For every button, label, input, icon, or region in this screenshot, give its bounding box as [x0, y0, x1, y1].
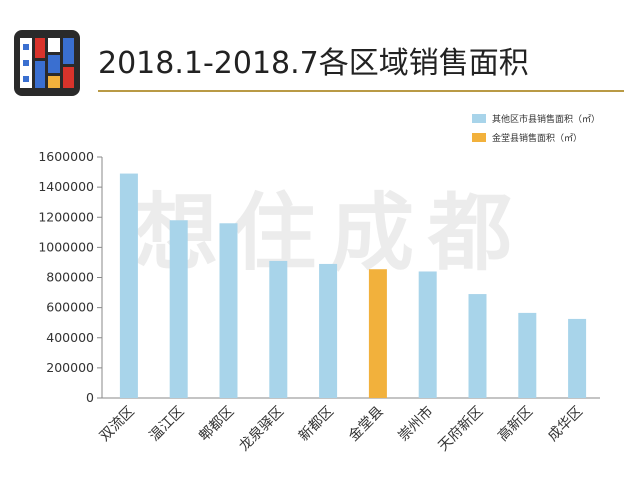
legend-swatch-jintang: [472, 133, 486, 142]
bar: [468, 294, 487, 398]
y-tick-label: 400000: [46, 330, 94, 345]
bar: [568, 318, 587, 398]
bar: [518, 312, 537, 398]
title-divider: [98, 90, 624, 92]
page-title: 2018.1-2018.7各区域销售面积: [98, 46, 529, 81]
y-tick-label: 200000: [46, 360, 94, 375]
legend-label-jintang: 金堂县销售面积（㎡）: [492, 132, 582, 144]
legend-swatch-other: [472, 114, 486, 123]
y-tick-label: 0: [86, 390, 94, 405]
x-tick-label: 温江区: [147, 404, 188, 445]
legend: 其他区市县销售面积（㎡） 金堂县销售面积（㎡）: [472, 113, 600, 144]
bars: [119, 173, 587, 398]
bar: [219, 223, 238, 398]
y-tick-label: 1600000: [38, 149, 94, 164]
bar: [319, 263, 338, 398]
legend-label-other: 其他区市县销售面积（㎡）: [492, 113, 600, 125]
y-axis: 0 200000 400000 600000 800000 1000000 1200000 1…: [38, 149, 600, 405]
x-tick-label: 崇州市: [395, 403, 437, 445]
x-tick-label: 郫都区: [196, 404, 237, 445]
x-tick-label: 高新区: [494, 403, 536, 445]
bar: [119, 173, 138, 398]
y-tick-label: 1400000: [38, 179, 94, 194]
bar: [368, 269, 387, 398]
x-tick-label: 天府新区: [435, 404, 486, 455]
y-tick-label: 600000: [46, 300, 94, 315]
x-tick-label: 龙泉驿区: [236, 403, 288, 455]
y-tick-label: 800000: [46, 270, 94, 285]
bar: [169, 220, 188, 398]
bar: [269, 260, 288, 398]
logo-icon: [14, 30, 80, 96]
x-tick-label: 成华区: [545, 404, 586, 445]
y-tick-label: 1200000: [38, 209, 94, 224]
x-tick-label: 双流区: [97, 404, 138, 445]
y-tick-label: 1000000: [38, 239, 94, 254]
x-tick-label: 金堂县: [346, 404, 387, 445]
x-tick-label: 新都区: [296, 404, 337, 445]
bar: [418, 271, 437, 398]
